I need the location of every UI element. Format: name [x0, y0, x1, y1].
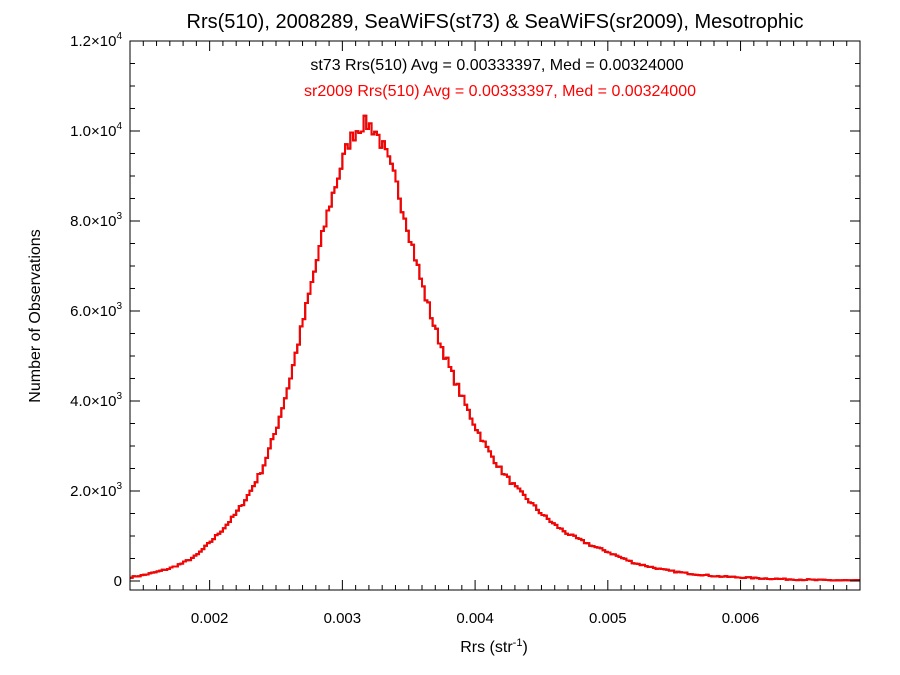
x-axis-label-sup: -1 — [513, 637, 523, 649]
legend-annotation-st73: st73 Rrs(510) Avg = 0.00333397, Med = 0.… — [310, 57, 683, 74]
y-tick-label-exp: 3 — [116, 391, 122, 402]
y-tick-label: 6.0×103 — [70, 301, 122, 320]
y-tick-label: 0 — [114, 573, 122, 590]
y-axis-label: Number of Observations — [27, 229, 44, 402]
y-tick-label: 8.0×103 — [70, 211, 122, 230]
y-tick-label-exp: 3 — [116, 481, 122, 492]
histogram-series-1 — [130, 114, 860, 582]
chart-title: Rrs(510), 2008289, SeaWiFS(st73) & SeaWi… — [187, 11, 804, 33]
x-tick-label: 0.002 — [191, 610, 229, 627]
plot-frame — [129, 40, 861, 591]
y-tick-label-exp: 3 — [116, 301, 122, 312]
plot-area — [130, 114, 860, 582]
y-tick-label: 4.0×103 — [70, 391, 122, 410]
x-axis-label-main: Rrs (str — [460, 639, 513, 656]
y-tick-label-main: 1.2×10 — [70, 33, 116, 50]
y-tick-label: 2.0×103 — [70, 481, 122, 500]
x-axis-label: Rrs (str-1) — [460, 637, 528, 656]
y-tick-label-main: 4.0×10 — [70, 393, 116, 410]
x-tick-label: 0.004 — [456, 610, 494, 627]
y-tick-label-main: 2.0×10 — [70, 483, 116, 500]
x-tick-label: 0.003 — [324, 610, 362, 627]
x-axis-label-end: ) — [522, 639, 527, 656]
x-tick-label: 0.006 — [722, 610, 760, 627]
y-tick-label: 1.2×104 — [70, 31, 122, 50]
y-tick-label-exp: 3 — [116, 211, 122, 222]
y-tick-label-main: 0 — [114, 573, 122, 590]
legend-annotation-sr2009: sr2009 Rrs(510) Avg = 0.00333397, Med = … — [304, 83, 696, 100]
y-tick-label-exp: 4 — [116, 31, 122, 42]
y-tick-label-exp: 4 — [116, 121, 122, 132]
x-tick-label: 0.005 — [589, 610, 627, 627]
axes: 0.002 0.003 0.004 0.005 0.00602.0×1034.0×103… — [70, 31, 861, 627]
y-tick-label-main: 6.0×10 — [70, 303, 116, 320]
y-tick-label: 1.0×104 — [70, 121, 122, 140]
y-tick-label-main: 1.0×10 — [70, 123, 116, 140]
y-tick-label-main: 8.0×10 — [70, 213, 116, 230]
